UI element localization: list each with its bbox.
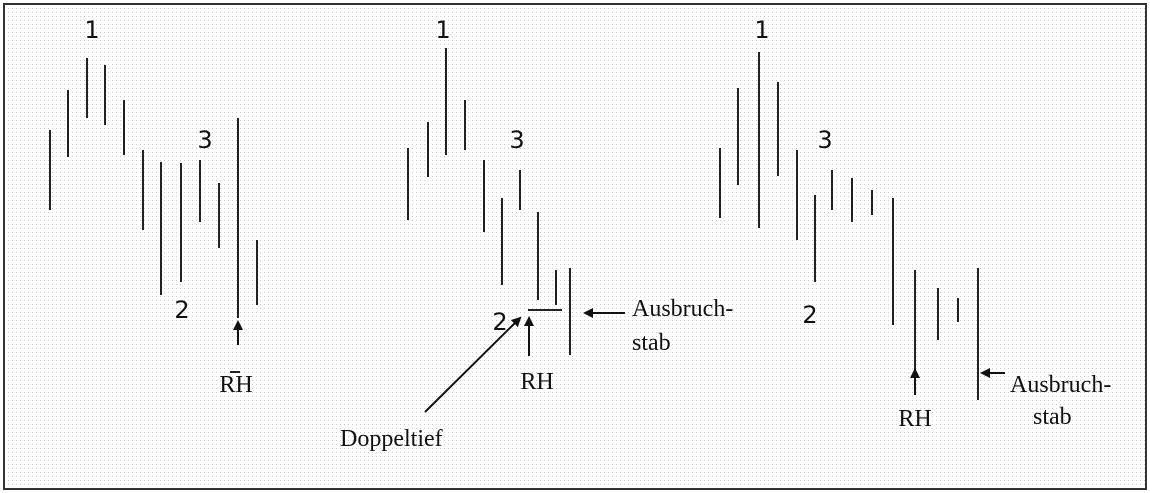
- breakout-label: stab: [632, 330, 671, 356]
- point-label: 2: [802, 301, 817, 329]
- note-label: Doppeltief: [340, 426, 443, 452]
- frame: [3, 3, 1147, 490]
- breakout-label: Ausbruch-: [1010, 372, 1111, 398]
- point-label: 1: [84, 16, 99, 44]
- hook-label: RH: [520, 369, 553, 395]
- point-label: 2: [174, 296, 189, 324]
- point-label: 3: [817, 126, 832, 154]
- point-label: 3: [509, 126, 524, 154]
- hook-label: RH: [898, 406, 931, 432]
- price-bars: [49, 48, 979, 400]
- hook-label: RH: [219, 372, 252, 398]
- arrows: [233, 308, 1005, 413]
- point-label: 3: [197, 126, 212, 154]
- breakout-label: stab: [1033, 404, 1072, 430]
- point-label: 1: [754, 16, 769, 44]
- point-label: 2: [492, 308, 507, 336]
- point-label: 1: [435, 16, 450, 44]
- breakout-label: Ausbruch-: [632, 296, 733, 322]
